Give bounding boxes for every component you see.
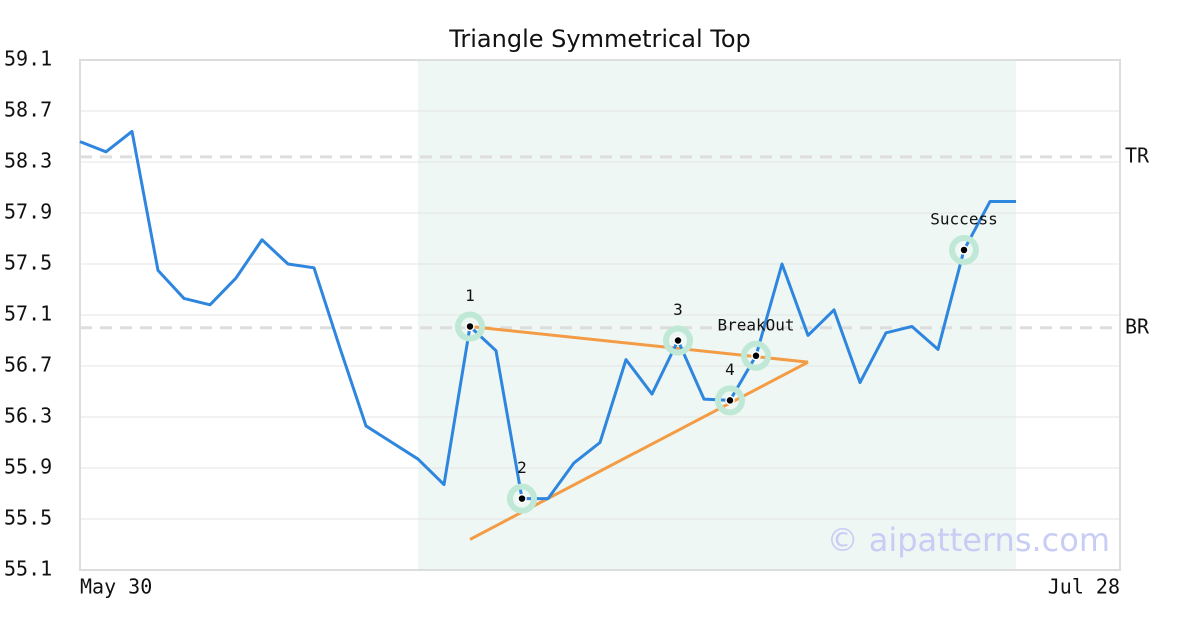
annotation-point [465, 321, 475, 332]
annotation-halo [455, 311, 485, 342]
annotation-point [959, 245, 969, 255]
y-tick-label: 58.3 [4, 149, 52, 173]
annotation-halo [741, 340, 771, 371]
annotation-halo [949, 234, 979, 265]
watermark: © aipatterns.com [827, 521, 1110, 559]
annotation-halo [663, 325, 693, 356]
x-tick-label: Jul 28 [1048, 575, 1120, 599]
y-tick-label: 57.5 [4, 251, 52, 275]
annotation-point [751, 351, 761, 361]
x-tick-label: May 30 [80, 575, 152, 599]
plot-frame [79, 59, 1121, 571]
annotation-label: 4 [725, 360, 735, 379]
y-tick-label: 55.5 [4, 506, 52, 530]
y-tick-label: 58.7 [4, 98, 52, 122]
annotation-point [725, 395, 735, 406]
price-line [79, 129, 1016, 501]
annotation-label: 1 [465, 286, 475, 305]
annotation-point [517, 493, 527, 504]
y-tick-label: 55.1 [4, 557, 52, 581]
y-tick-label: 59.1 [4, 47, 52, 71]
y-tick-label: 56.7 [4, 353, 52, 377]
annotation-label: 3 [673, 300, 683, 319]
y-tick-label: 57.9 [4, 200, 52, 224]
annotation-label: 2 [517, 458, 527, 477]
annotation-point [673, 335, 683, 346]
annotation-halo [715, 385, 745, 416]
y-tick-label: 56.3 [4, 404, 52, 428]
y-tick-label: 57.1 [4, 302, 52, 326]
y-tick-label: 55.9 [4, 455, 52, 479]
annotation-halo [507, 483, 537, 514]
chart-title: Triangle Symmetrical Top [448, 25, 751, 53]
annotation-label: BreakOut [717, 315, 794, 334]
reference-label: BR [1125, 314, 1150, 338]
reference-label: TR [1125, 143, 1150, 167]
annotation-label: Success [930, 209, 997, 228]
